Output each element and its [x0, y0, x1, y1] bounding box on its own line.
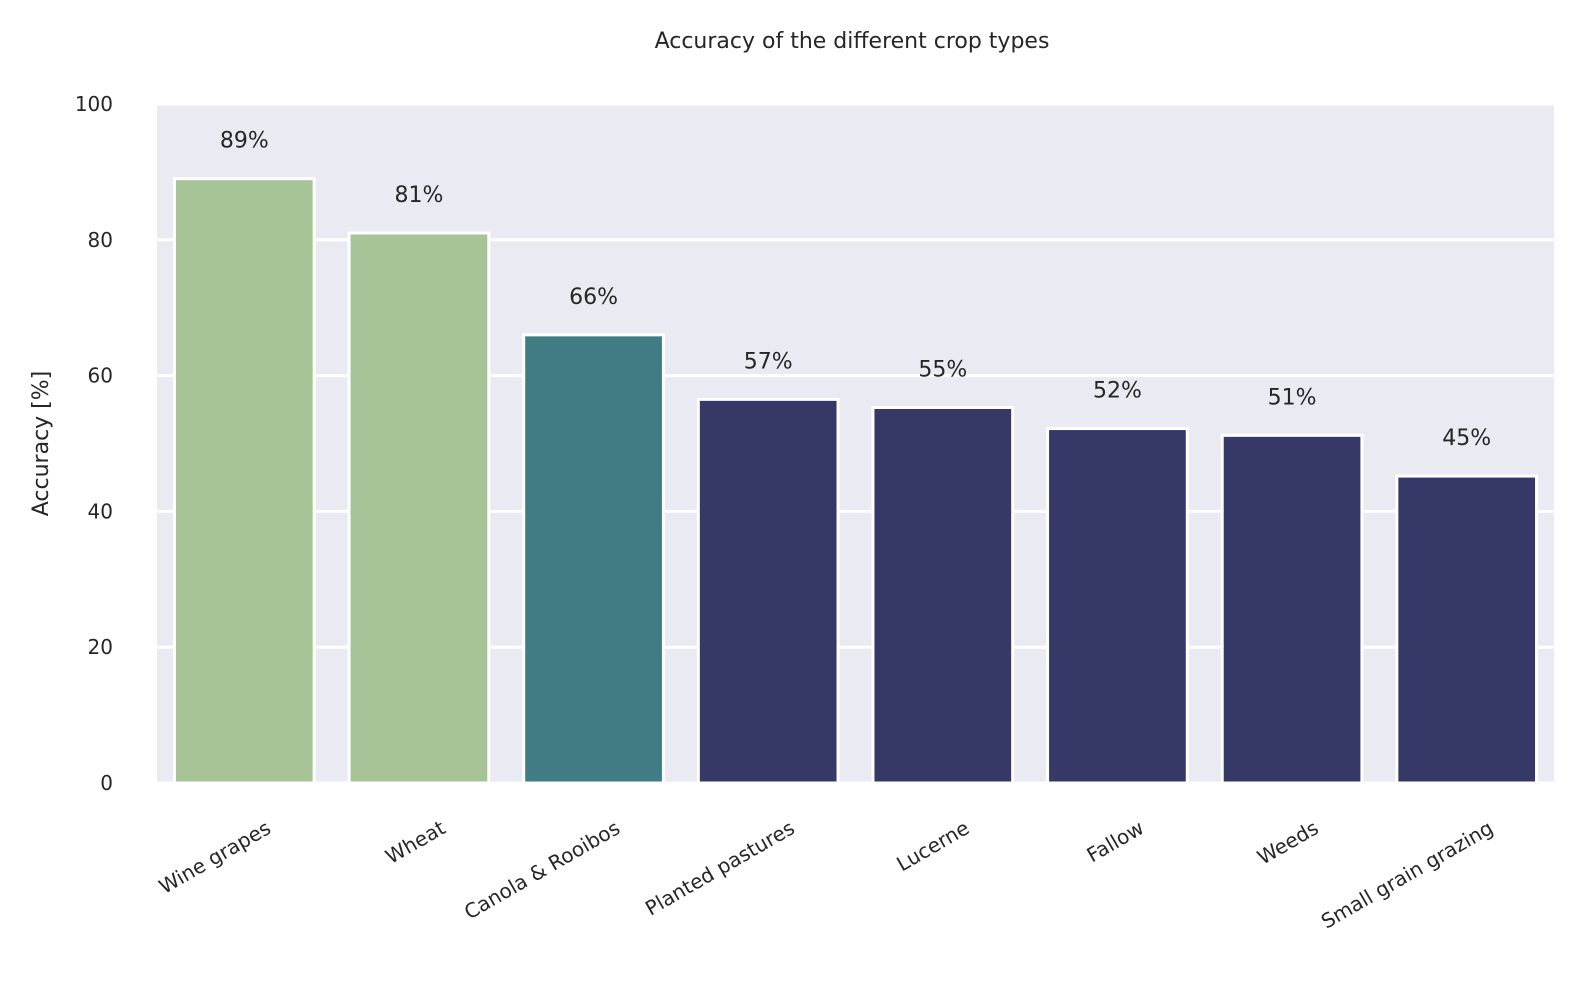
y-tick-label: 100: [75, 92, 113, 116]
data-label: 66%: [569, 285, 618, 310]
y-axis-label: Accuracy [%]: [29, 371, 54, 517]
y-axis-ticks: 0 20 40 60 80 100: [75, 92, 113, 795]
x-tick-label: Small grain grazing: [1317, 816, 1497, 934]
x-tick-label: Fallow: [1083, 816, 1148, 868]
bar: [347, 231, 491, 785]
bar: [1046, 427, 1189, 785]
x-axis-ticks: Wine grapes Wheat Canola & Rooibos Planted …: [155, 815, 1497, 933]
x-tick-label: Wine grapes: [155, 816, 275, 899]
x-tick-label: Weeds: [1253, 816, 1322, 870]
y-tick-label: 0: [100, 771, 113, 795]
y-tick-label: 60: [88, 364, 113, 388]
x-tick-label: Canola & Rooibos: [460, 816, 624, 925]
data-labels: 89% 81% 66% 57% 55% 52% 51% 45%: [220, 129, 1491, 451]
x-tick-label: Planted pastures: [641, 816, 799, 921]
data-label: 45%: [1442, 426, 1491, 451]
bar: [172, 177, 316, 785]
data-label: 51%: [1268, 385, 1317, 410]
y-tick-label: 80: [88, 228, 113, 252]
x-tick-label: Lucerne: [892, 816, 973, 877]
bar: [1220, 433, 1364, 785]
data-label: 55%: [918, 358, 967, 383]
data-label: 89%: [220, 129, 269, 154]
bar: [696, 397, 840, 785]
data-label: 81%: [394, 183, 443, 208]
bar: [522, 333, 665, 785]
x-tick-label: Wheat: [381, 815, 449, 868]
chart-title: Accuracy of the different crop types: [655, 29, 1050, 54]
bar: [1395, 474, 1539, 785]
bar: [871, 406, 1015, 785]
y-tick-label: 20: [88, 635, 113, 659]
data-label: 52%: [1093, 379, 1142, 404]
data-label: 57%: [744, 349, 793, 374]
y-tick-label: 40: [88, 499, 113, 523]
bars: [172, 177, 1539, 785]
